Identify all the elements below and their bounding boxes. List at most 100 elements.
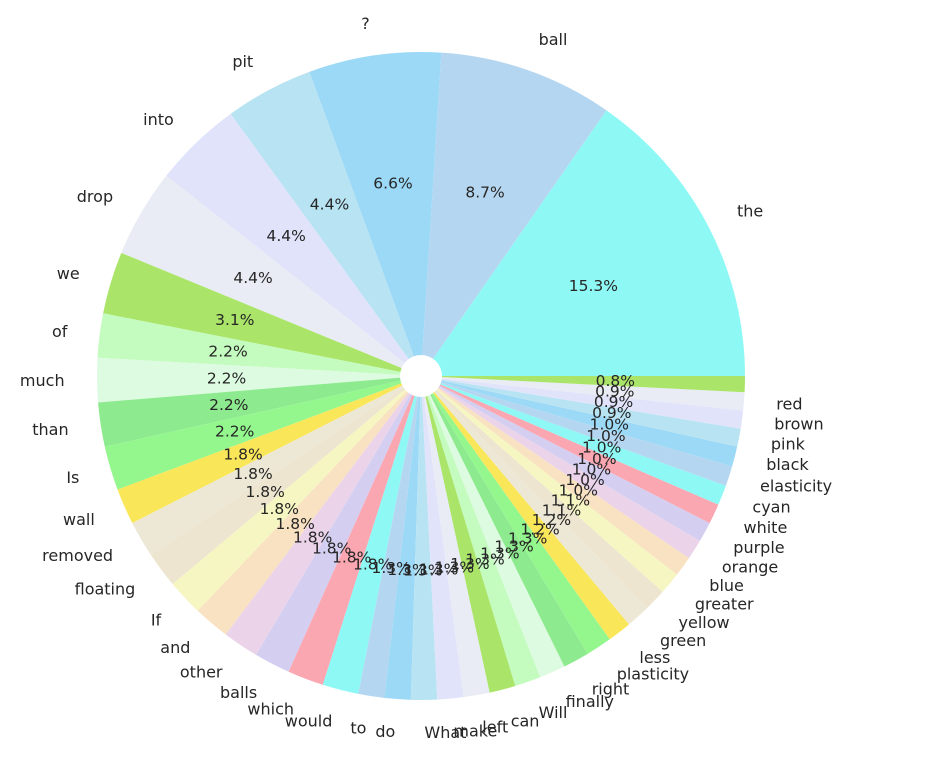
percent-label-brown-42: 0.9% [594, 393, 633, 411]
percent-label-orange-35: 1.0% [565, 471, 604, 489]
percent-label-the-0: 15.3% [569, 277, 618, 295]
category-label-into-4: into [143, 110, 174, 129]
category-label-other-16: other [180, 663, 223, 682]
pie-slice-pit-3 [230, 71, 421, 376]
pie-slice-pink-41 [421, 376, 741, 447]
pie-slice-much-8 [97, 357, 422, 403]
percent-label-other-16: 1.8% [293, 529, 332, 547]
category-label-wall-11: wall [63, 510, 95, 529]
category-label-yellow-32: yellow [679, 613, 730, 632]
category-label-is-10: Is [66, 468, 79, 487]
category-label-left-24: left [482, 718, 508, 737]
category-label-balls-17: balls [220, 683, 257, 702]
category-label-can-25: can [511, 711, 540, 730]
pie-slice-into-4 [166, 113, 421, 376]
category-label-than-9: than [32, 420, 68, 439]
category-label-green-31: green [660, 631, 706, 650]
percent-label-right-28: 1.3% [494, 538, 533, 556]
pie-slice-balls-17 [256, 376, 421, 672]
pie-slice-of-7 [97, 313, 422, 376]
pie-slice-question-mark-2 [309, 52, 442, 377]
pie-slice-plasticity-29 [421, 376, 610, 654]
percent-label-black-40: 1.0% [590, 415, 629, 433]
category-label-removed-12: removed [42, 546, 113, 565]
category-label-ball-1: ball [539, 30, 568, 49]
percent-label-to-20: 1.3% [372, 559, 411, 577]
percent-label-plasticity-29: 1.3% [508, 530, 547, 548]
category-label-less-30: less [639, 648, 670, 667]
pie-slice-right-28 [421, 376, 588, 667]
category-label-what-22: What [424, 723, 466, 742]
percent-label-finally-27: 1.3% [480, 545, 519, 563]
category-label-which-18: which [247, 700, 294, 719]
percent-label-balls-17: 1.8% [312, 540, 351, 558]
category-label-do-21: do [375, 722, 395, 741]
pie-slice-blue-34 [421, 376, 689, 575]
pie-slice-to-20 [358, 376, 421, 698]
category-label-and-15: and [160, 638, 190, 657]
percent-label-would-19: 1.8% [353, 555, 392, 573]
percent-label-ball-1: 8.7% [465, 184, 504, 202]
percent-label-cyan-38: 1.0% [582, 439, 621, 457]
percent-label-question-mark-2: 6.6% [373, 175, 412, 193]
category-label-floating-13: floating [75, 580, 136, 599]
category-label-purple-36: purple [733, 538, 784, 557]
pie-slice-orange-35 [421, 376, 700, 559]
pie-slice-which-18 [288, 376, 421, 685]
category-label-drop-5: drop [77, 187, 113, 206]
category-label-much-8: much [20, 371, 65, 390]
category-label-of-7: of [52, 322, 68, 341]
percent-label-purple-36: 1.0% [572, 461, 611, 479]
percent-label-pink-41: 0.9% [592, 404, 631, 422]
pie-slice-yellow-32 [421, 376, 663, 608]
percent-label-will-26: 1.3% [465, 551, 504, 569]
percent-label-than-9: 2.2% [209, 396, 248, 414]
pie-slice-than-9 [98, 376, 421, 447]
percent-label-left-24: 1.3% [435, 559, 474, 577]
pie-slice-purple-36 [421, 376, 710, 541]
pie-slice-white-37 [421, 376, 719, 524]
percent-label-blue-34: 1.0% [559, 481, 598, 499]
category-label-black-40: black [766, 455, 809, 474]
percent-label-pit-3: 4.4% [310, 196, 349, 214]
pie-slice-floating-13 [150, 376, 421, 585]
pie-center-hole [400, 355, 442, 397]
pie-slice-finally-27 [421, 376, 565, 678]
percent-label-we-6: 3.1% [215, 311, 254, 329]
category-label-will-26: Will [539, 703, 568, 722]
pie-slice-less-30 [421, 376, 630, 640]
percent-label-red-43: 0.9% [595, 382, 634, 400]
percent-label-green-31: 1.2% [532, 511, 571, 529]
pie-slice-is-10 [104, 376, 422, 490]
category-label-right-28: right [592, 679, 630, 698]
pie-slice-left-24 [421, 376, 490, 698]
percent-label-what-22: 1.3% [403, 561, 442, 579]
percent-label-if-14: 1.8% [260, 500, 299, 518]
pie-slice-what-22 [410, 376, 438, 700]
pie-slice-removed-12 [132, 376, 421, 555]
pie-slice-make-23 [421, 376, 464, 700]
category-label-cyan-38: cyan [752, 498, 790, 517]
category-label-make-23: make [453, 721, 497, 740]
pie-slice-and-15 [197, 376, 421, 635]
pie-slice-other-16 [225, 376, 421, 655]
pie-slice-if-14 [172, 376, 421, 611]
pie-slice-red-43 [421, 376, 745, 411]
pie-slice-will-26 [421, 376, 541, 686]
pie-slice-greater-33 [421, 376, 678, 592]
percent-label-is-10: 2.2% [215, 422, 254, 440]
pie-slices [97, 52, 745, 700]
percent-label-make-23: 1.3% [419, 561, 458, 579]
category-label-pit-3: pit [232, 52, 253, 71]
percent-label-and-15: 1.8% [276, 515, 315, 533]
category-label-the-0: the [737, 202, 763, 221]
pie-slice-ball-1 [421, 52, 607, 376]
percent-label-do-21: 1.3% [387, 561, 426, 579]
percent-label-less-30: 1.2% [520, 521, 559, 539]
pie-slice-cyan-38 [421, 376, 726, 505]
percent-label-which-18: 1.8% [332, 549, 371, 567]
pie-slice-would-19 [322, 376, 421, 694]
percent-label-removed-12: 1.8% [233, 465, 272, 483]
